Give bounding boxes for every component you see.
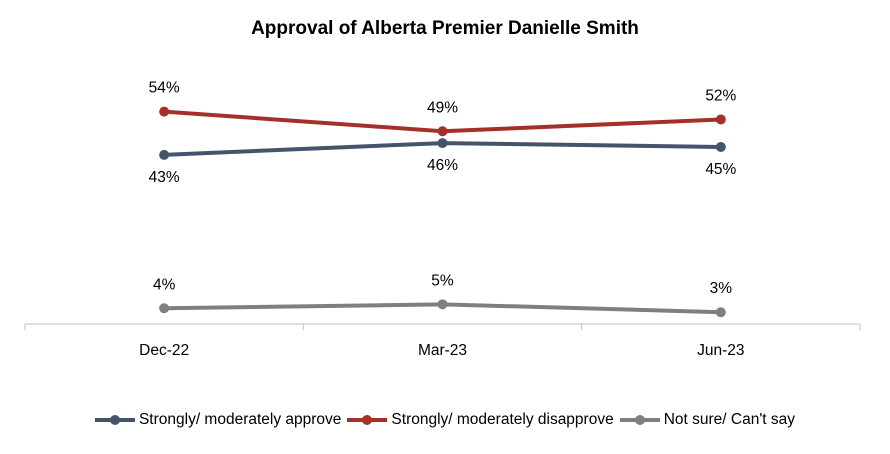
legend-marker-disapprove bbox=[347, 414, 388, 426]
x-tick-label: Mar-23 bbox=[418, 342, 467, 359]
data-point-disapprove bbox=[437, 126, 448, 137]
data-point-not-sure bbox=[437, 299, 448, 310]
data-point-approve bbox=[159, 149, 170, 160]
data-label-approve: 43% bbox=[149, 169, 180, 186]
chart-title: Approval of Alberta Premier Danielle Smi… bbox=[251, 18, 639, 39]
legend-marker-not-sure bbox=[619, 414, 660, 426]
data-point-not-sure bbox=[715, 307, 726, 318]
legend-item-not-sure: Not sure/ Can't say bbox=[619, 411, 796, 429]
data-label-disapprove: 54% bbox=[149, 80, 180, 97]
x-tick-label: Dec-22 bbox=[139, 342, 189, 359]
legend-label-disapprove: Strongly/ moderately disapprove bbox=[391, 411, 614, 428]
data-point-disapprove bbox=[715, 114, 726, 125]
data-label-not-sure: 4% bbox=[153, 276, 176, 293]
legend-item-approve: Strongly/ moderately approve bbox=[94, 411, 342, 429]
x-tick-label: Jun-23 bbox=[697, 342, 744, 359]
data-point-approve bbox=[437, 138, 448, 149]
data-label-approve: 46% bbox=[427, 157, 458, 174]
legend: Strongly/ moderately approve Strongly/ m… bbox=[0, 411, 890, 429]
legend-label-not-sure: Not sure/ Can't say bbox=[663, 411, 796, 428]
legend-marker-approve bbox=[94, 414, 135, 426]
data-label-not-sure: 3% bbox=[710, 280, 733, 297]
data-point-disapprove bbox=[159, 106, 170, 117]
data-label-not-sure: 5% bbox=[431, 272, 454, 289]
legend-item-disapprove: Strongly/ moderately disapprove bbox=[347, 411, 614, 429]
data-label-disapprove: 52% bbox=[705, 87, 736, 104]
data-label-disapprove: 49% bbox=[427, 99, 458, 116]
data-label-approve: 45% bbox=[705, 161, 736, 178]
legend-label-approve: Strongly/ moderately approve bbox=[138, 411, 342, 428]
data-point-approve bbox=[715, 142, 726, 152]
data-point-not-sure bbox=[159, 303, 170, 314]
